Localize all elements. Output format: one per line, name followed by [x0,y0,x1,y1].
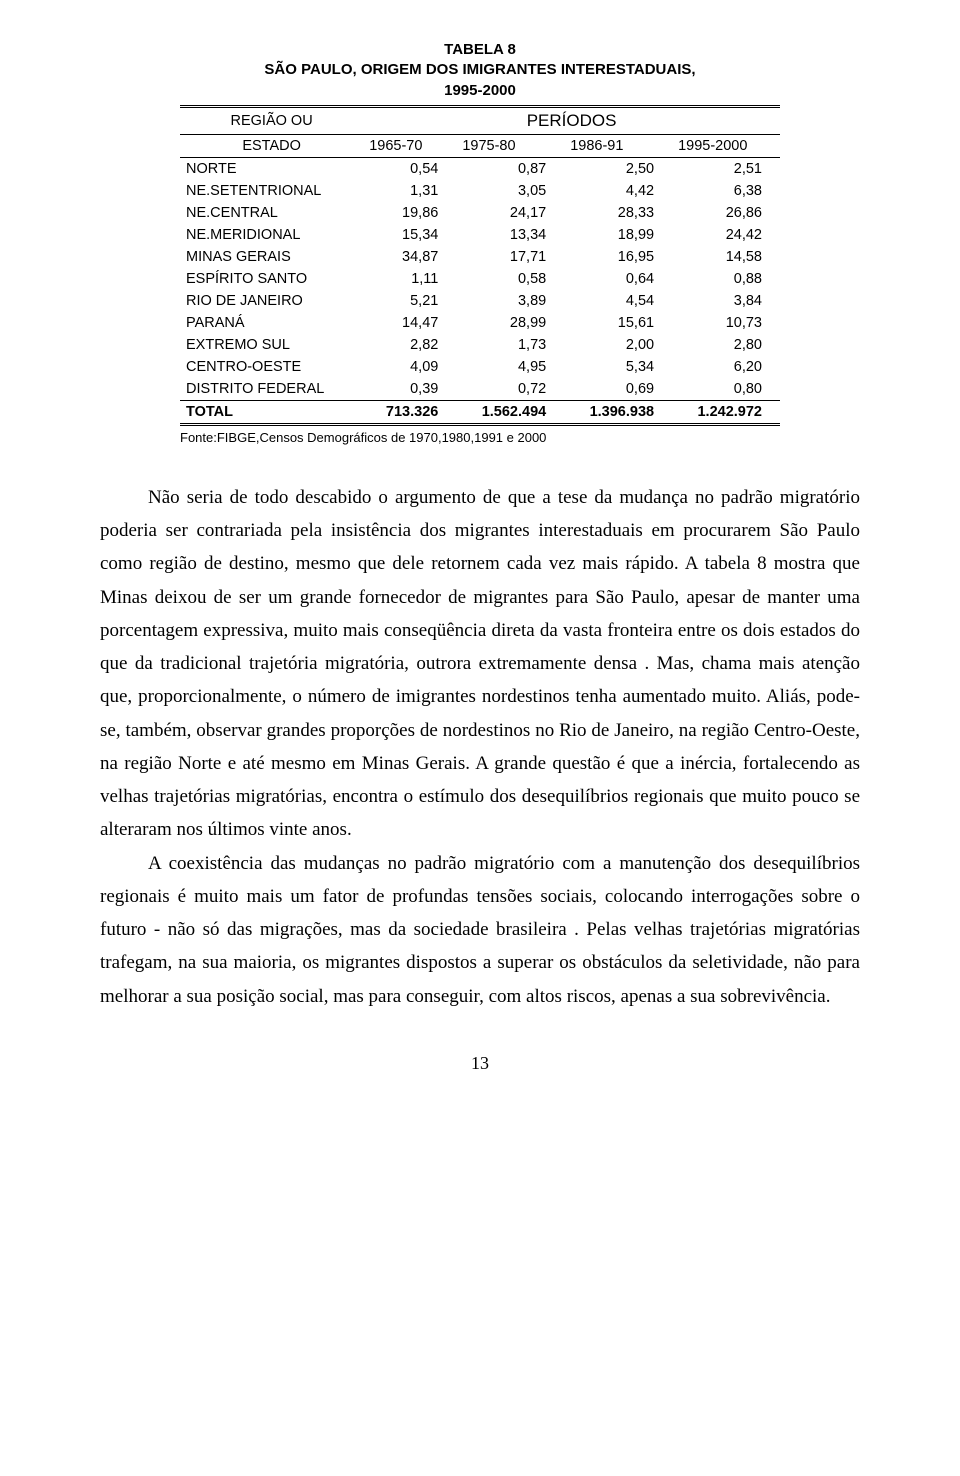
table-row: NE.SETENTRIONAL1,313,054,426,38 [180,180,780,202]
row-label: NE.CENTRAL [180,202,363,224]
cell-value: 19,86 [363,202,456,224]
table-row: NE.CENTRAL19,8624,1728,3326,86 [180,202,780,224]
col-1995-2000: 1995-2000 [672,134,780,157]
cell-value: 24,17 [456,202,564,224]
cell-value: 5,21 [363,290,456,312]
table-source: Fonte:FIBGE,Censos Demográficos de 1970,… [180,430,780,445]
table-container: TABELA 8 SÃO PAULO, ORIGEM DOS IMIGRANTE… [180,40,780,445]
cell-value: 2,82 [363,334,456,356]
body-paragraph: Não seria de todo descabido o argumento … [100,481,860,847]
col-1965-70: 1965-70 [363,134,456,157]
cell-value: 1,11 [363,268,456,290]
table-header-row1: REGIÃO OU PERÍODOS [180,106,780,134]
cell-value: 3,05 [456,180,564,202]
row-label: MINAS GERAIS [180,246,363,268]
row-label: CENTRO-OESTE [180,356,363,378]
table-row: EXTREMO SUL2,821,732,002,80 [180,334,780,356]
row-label: EXTREMO SUL [180,334,363,356]
table-title-line3: 1995-2000 [444,82,516,99]
cell-value: 4,09 [363,356,456,378]
row-label: NORTE [180,157,363,180]
cell-value: 15,61 [564,312,672,334]
cell-value: 4,95 [456,356,564,378]
cell-value: 0,64 [564,268,672,290]
table-row: PARANÁ14,4728,9915,6110,73 [180,312,780,334]
cell-value: 1,73 [456,334,564,356]
row-label: NE.MERIDIONAL [180,224,363,246]
table-row: DISTRITO FEDERAL0,390,720,690,80 [180,378,780,401]
total-label: TOTAL [180,400,363,424]
col-1986-91: 1986-91 [564,134,672,157]
cell-value: 18,99 [564,224,672,246]
cell-value: 6,38 [672,180,780,202]
cell-value: 26,86 [672,202,780,224]
table-row: CENTRO-OESTE4,094,955,346,20 [180,356,780,378]
total-value: 1.396.938 [564,400,672,424]
cell-value: 0,87 [456,157,564,180]
row-label: RIO DE JANEIRO [180,290,363,312]
header-region: REGIÃO OU [180,106,363,134]
table-title: TABELA 8 SÃO PAULO, ORIGEM DOS IMIGRANTE… [180,40,780,101]
data-table: REGIÃO OU PERÍODOS ESTADO 1965-70 1975-8… [180,105,780,426]
cell-value: 2,00 [564,334,672,356]
page-number: 13 [100,1053,860,1074]
cell-value: 10,73 [672,312,780,334]
cell-value: 3,84 [672,290,780,312]
row-label: ESPÍRITO SANTO [180,268,363,290]
cell-value: 14,58 [672,246,780,268]
table-row: RIO DE JANEIRO5,213,894,543,84 [180,290,780,312]
cell-value: 0,58 [456,268,564,290]
row-label: DISTRITO FEDERAL [180,378,363,401]
cell-value: 28,99 [456,312,564,334]
cell-value: 28,33 [564,202,672,224]
cell-value: 1,31 [363,180,456,202]
cell-value: 34,87 [363,246,456,268]
cell-value: 2,51 [672,157,780,180]
cell-value: 16,95 [564,246,672,268]
row-label: PARANÁ [180,312,363,334]
cell-value: 4,54 [564,290,672,312]
body-paragraph: A coexistência das mudanças no padrão mi… [100,847,860,1013]
cell-value: 6,20 [672,356,780,378]
cell-value: 13,34 [456,224,564,246]
table-header-row2: ESTADO 1965-70 1975-80 1986-91 1995-2000 [180,134,780,157]
header-periodos: PERÍODOS [363,106,780,134]
table-body: NORTE0,540,872,502,51NE.SETENTRIONAL1,31… [180,157,780,424]
cell-value: 0,54 [363,157,456,180]
cell-value: 0,39 [363,378,456,401]
cell-value: 2,50 [564,157,672,180]
table-title-line1: TABELA 8 [444,41,516,58]
total-value: 1.562.494 [456,400,564,424]
body-text: Não seria de todo descabido o argumento … [100,481,860,1013]
cell-value: 0,88 [672,268,780,290]
table-title-line2: SÃO PAULO, ORIGEM DOS IMIGRANTES INTERES… [264,61,695,78]
header-estado: ESTADO [180,134,363,157]
cell-value: 24,42 [672,224,780,246]
table-row: NORTE0,540,872,502,51 [180,157,780,180]
cell-value: 0,80 [672,378,780,401]
table-total-row: TOTAL713.3261.562.4941.396.9381.242.972 [180,400,780,424]
cell-value: 15,34 [363,224,456,246]
cell-value: 5,34 [564,356,672,378]
cell-value: 14,47 [363,312,456,334]
table-row: ESPÍRITO SANTO1,110,580,640,88 [180,268,780,290]
table-row: NE.MERIDIONAL15,3413,3418,9924,42 [180,224,780,246]
total-value: 1.242.972 [672,400,780,424]
row-label: NE.SETENTRIONAL [180,180,363,202]
cell-value: 0,72 [456,378,564,401]
cell-value: 0,69 [564,378,672,401]
table-row: MINAS GERAIS34,8717,7116,9514,58 [180,246,780,268]
col-1975-80: 1975-80 [456,134,564,157]
cell-value: 4,42 [564,180,672,202]
cell-value: 17,71 [456,246,564,268]
total-value: 713.326 [363,400,456,424]
cell-value: 2,80 [672,334,780,356]
cell-value: 3,89 [456,290,564,312]
